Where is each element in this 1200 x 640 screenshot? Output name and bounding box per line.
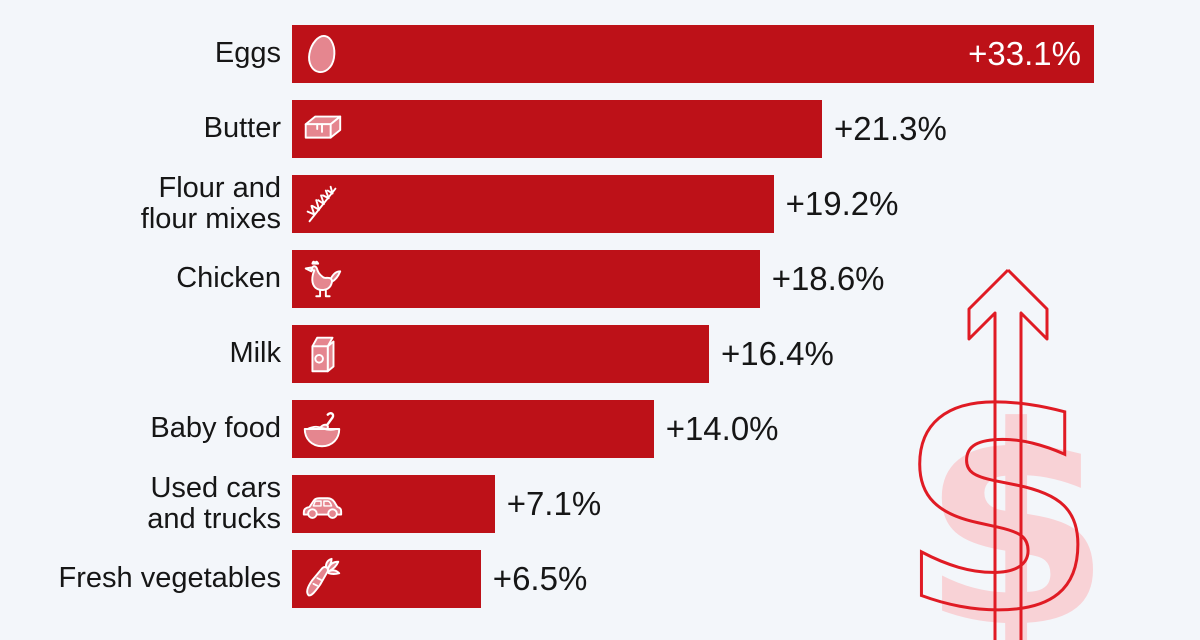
dollar-sign-fill: $ [920, 368, 1111, 640]
value-label: +21.3% [834, 110, 947, 147]
bar [292, 325, 709, 383]
chart-row: Flour and flour mixes +19.2% [0, 171, 1094, 235]
bar [292, 100, 822, 158]
dollar-sign-up-arrow-graphic: $ S [898, 268, 1112, 640]
car-icon [299, 481, 345, 527]
bar [292, 250, 760, 308]
baby-food-bowl-icon [299, 406, 345, 452]
chart-row: Fresh vegetables +6.5% [0, 550, 1094, 608]
bar-chart: Eggs +33.1% Butter +21.3% Flour and flour… [0, 25, 1094, 625]
category-label: Chicken [176, 262, 281, 295]
up-arrow-icon [967, 268, 1049, 640]
value-label-inside: +33.1% [968, 35, 1081, 72]
wheat-icon [299, 181, 345, 227]
chart-row: Eggs +33.1% [0, 25, 1094, 83]
bar [292, 175, 774, 233]
value-label: +7.1% [506, 485, 602, 522]
dollar-sign-outline: S [900, 351, 1098, 640]
bar: +33.1% [292, 25, 1094, 83]
value-label: +16.4% [721, 335, 834, 372]
chart-row: Chicken +18.6% [0, 250, 1094, 308]
egg-icon [299, 31, 345, 77]
category-label: Flour and flour mixes [140, 171, 281, 235]
category-label: Fresh vegetables [58, 562, 281, 595]
category-label: Baby food [150, 412, 281, 445]
butter-icon [299, 106, 345, 152]
bar [292, 400, 654, 458]
category-label: Used cars and trucks [147, 471, 281, 535]
bar [292, 475, 495, 533]
value-label: +14.0% [665, 410, 779, 447]
chart-row: Baby food +14.0% [0, 400, 1094, 458]
chart-row: Used cars and trucks +7.1% [0, 471, 1094, 535]
chicken-icon [299, 256, 345, 302]
bar [292, 550, 481, 608]
carrot-icon [299, 556, 345, 602]
category-label: Butter [203, 112, 281, 145]
value-label: +6.5% [492, 560, 588, 597]
value-label: +18.6% [771, 260, 885, 297]
category-label: Milk [229, 337, 281, 370]
category-label: Eggs [214, 37, 281, 70]
value-label: +19.2% [785, 185, 899, 222]
milk-carton-icon [299, 331, 345, 377]
chart-row: Milk +16.4% [0, 325, 1094, 383]
chart-row: Butter +21.3% [0, 100, 1094, 158]
